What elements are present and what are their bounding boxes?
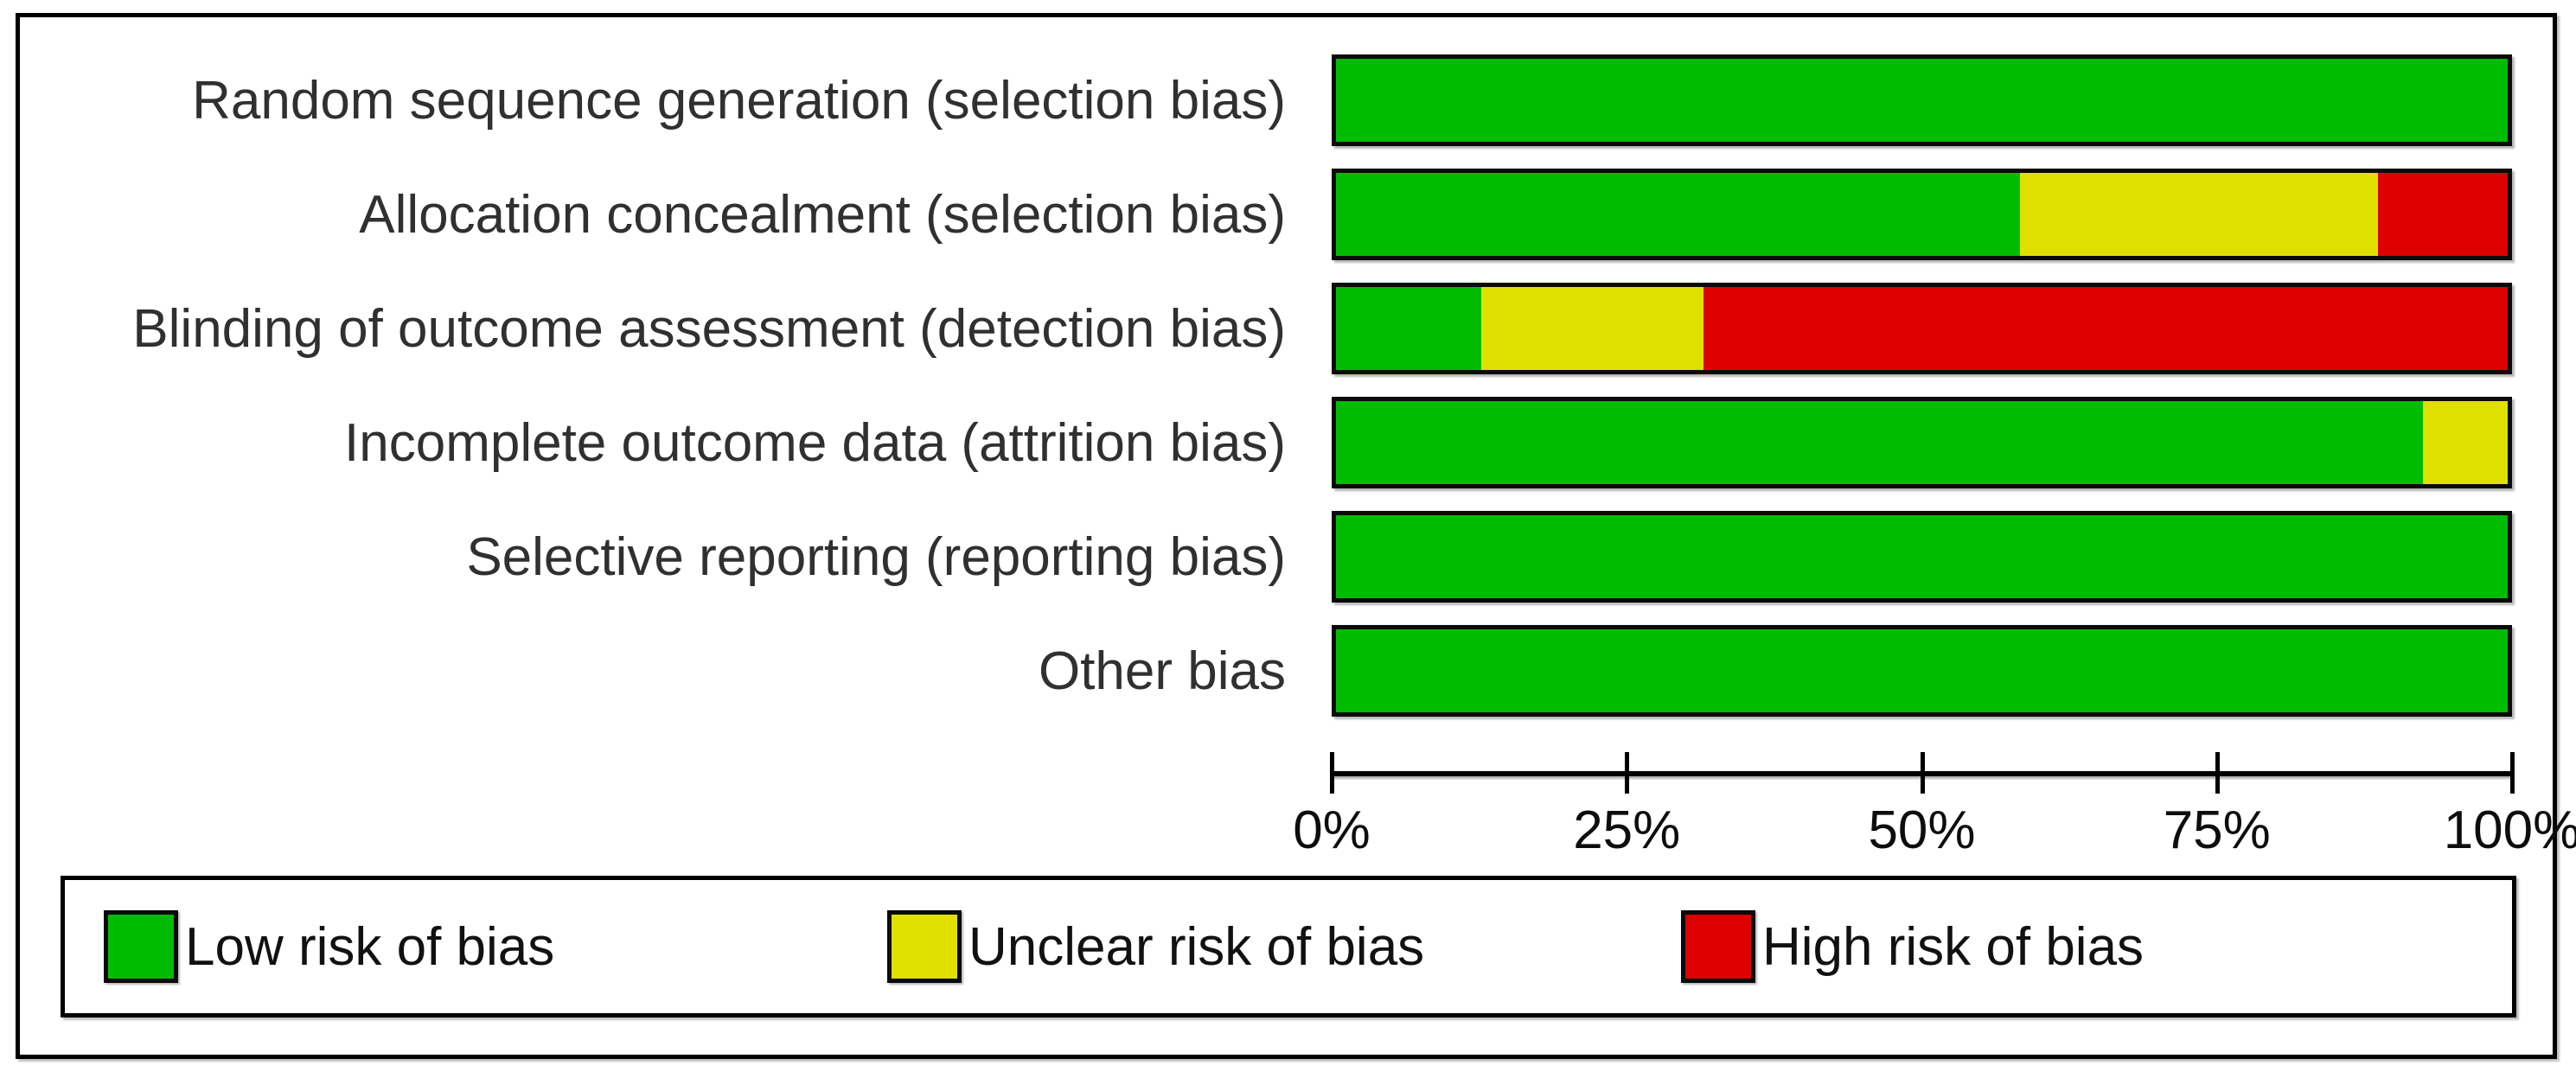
legend-item-label: Low risk of bias xyxy=(185,916,555,977)
segment-unclear-risk-of-bias xyxy=(1481,287,1704,370)
legend-item-label: High risk of bias xyxy=(1762,916,2145,977)
segment-low-risk-of-bias xyxy=(1336,59,2508,142)
chart-row: Random sequence generation (selection bi… xyxy=(0,54,2576,146)
axis-tick xyxy=(1625,752,1630,794)
chart-row: Selective reporting (reporting bias) xyxy=(0,511,2576,603)
axis-tick-label: 0% xyxy=(1293,801,1371,860)
category-label: Incomplete outcome data (attrition bias) xyxy=(344,412,1286,473)
segment-low-risk-of-bias xyxy=(1336,287,1482,370)
stacked-bar xyxy=(1332,283,2512,374)
chart-row: Allocation concealment (selection bias) xyxy=(0,169,2576,260)
segment-low-risk-of-bias xyxy=(1336,515,2508,598)
stacked-bar xyxy=(1332,54,2512,146)
axis-tick xyxy=(1330,752,1334,794)
segment-low-risk-of-bias xyxy=(1336,401,2424,484)
legend-item: High risk of bias xyxy=(1681,880,2144,1013)
axis-tick xyxy=(2215,752,2220,794)
category-label: Random sequence generation (selection bi… xyxy=(192,70,1286,131)
stacked-bar xyxy=(1332,511,2512,603)
category-label: Blinding of outcome assessment (detectio… xyxy=(132,298,1286,359)
chart-row: Blinding of outcome assessment (detectio… xyxy=(0,283,2576,374)
category-label: Selective reporting (reporting bias) xyxy=(466,526,1286,587)
axis-tick-label: 100% xyxy=(2443,801,2576,860)
legend-box: Low risk of bias Unclear risk of bias High… xyxy=(61,876,2516,1017)
legend-item-label: Unclear risk of bias xyxy=(968,916,1425,977)
segment-low-risk-of-bias xyxy=(1336,629,2508,712)
axis-tick-label: 50% xyxy=(1868,801,1976,860)
legend-swatch xyxy=(104,910,178,983)
legend-item: Low risk of bias xyxy=(104,880,554,1013)
stacked-bar xyxy=(1332,169,2512,260)
segment-low-risk-of-bias xyxy=(1336,173,2021,256)
segment-high-risk-of-bias xyxy=(2377,173,2508,256)
axis-tick xyxy=(1920,752,1925,794)
stacked-bar xyxy=(1332,397,2512,488)
legend-item: Unclear risk of bias xyxy=(887,880,1424,1013)
x-axis: 0% 25% 50% 75% 100% xyxy=(1293,752,2576,864)
segment-unclear-risk-of-bias xyxy=(2020,173,2378,256)
legend-swatch xyxy=(1681,910,1755,983)
axis-tick-label: 75% xyxy=(2163,801,2271,860)
segment-high-risk-of-bias xyxy=(1703,287,2508,370)
category-label: Other bias xyxy=(1038,641,1286,701)
stacked-bar xyxy=(1332,625,2512,717)
axis-tick-label: 25% xyxy=(1573,801,1681,860)
chart-row: Other bias xyxy=(0,625,2576,717)
axis-tick xyxy=(2510,752,2515,794)
segment-unclear-risk-of-bias xyxy=(2423,401,2508,484)
category-label: Allocation concealment (selection bias) xyxy=(359,184,1286,245)
legend-swatch xyxy=(887,910,962,983)
chart-row: Incomplete outcome data (attrition bias) xyxy=(0,397,2576,488)
